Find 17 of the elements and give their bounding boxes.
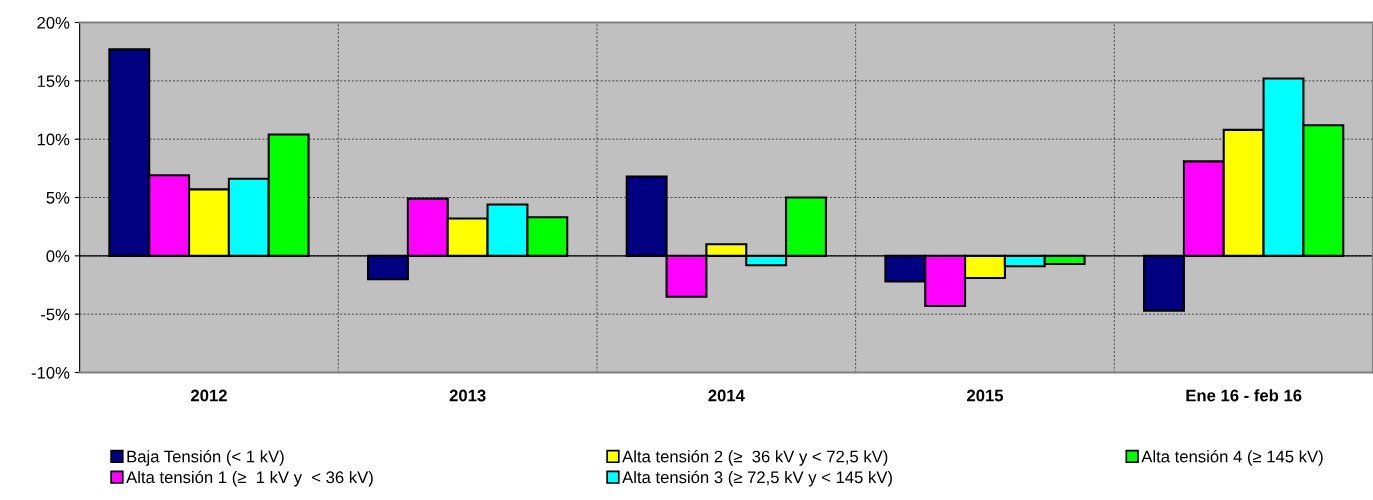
y-tick-label: 15% [37,75,70,88]
y-tick-label: 10% [37,133,70,146]
y-tick-label: 5% [46,191,70,204]
y-tick-label: -5% [41,308,70,321]
legend-label: Baja Tensión (< 1 kV) [127,450,284,466]
legend-label: Alta tensión 3 (≥ 72,5 kV y < 145 kV) [622,470,892,487]
x-tick-label: 2015 [967,389,1004,402]
y-tick-label: 20% [37,16,70,29]
x-tick-label: 2013 [449,389,486,402]
legend-label: Alta tensión 1 (≥ 1 kV y < 36 kV) [126,470,373,487]
x-tick-label: 2012 [191,389,227,402]
y-tick-label: -10% [31,366,70,379]
x-tick-label: 2014 [708,389,745,402]
legend-label: Alta tensión 2 (≥ 36 kV y < 72,5 kV) [622,450,888,466]
legend-label: Alta tensión 4 (≥ 145 kV) [1141,450,1323,466]
y-tick-label: 0% [46,250,70,263]
x-tick-label: Ene 16 - feb 16 [1186,389,1302,402]
